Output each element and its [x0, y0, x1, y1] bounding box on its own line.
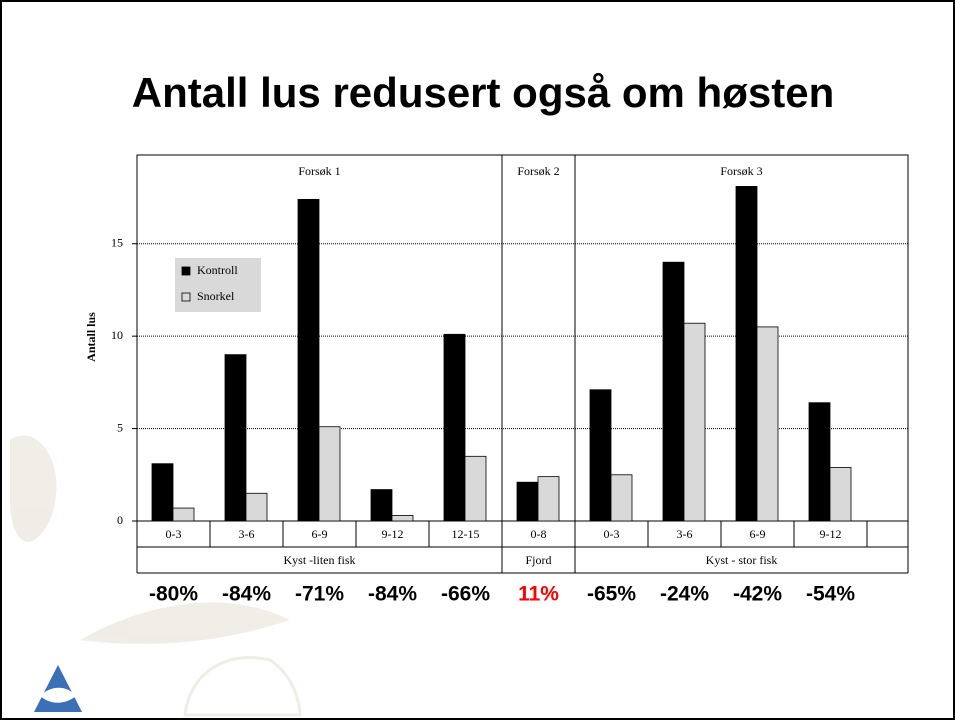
- reduction-label: -71%: [295, 583, 344, 606]
- bar: [662, 261, 685, 522]
- x-tick-label: 0-3: [166, 527, 182, 541]
- section-label: Forsøk 2: [517, 164, 559, 178]
- x-tick-label: 3-6: [677, 527, 693, 541]
- bar: [391, 515, 414, 522]
- x-tick-label: 3-6: [239, 527, 255, 541]
- logo: [34, 665, 82, 712]
- y-tick-label: 0: [117, 513, 123, 527]
- group-label: Kyst - stor fisk: [706, 553, 778, 567]
- bar: [516, 481, 539, 522]
- bar: [756, 326, 779, 522]
- bar: [464, 455, 487, 522]
- bar: [245, 492, 268, 522]
- y-tick-label: 5: [117, 420, 123, 434]
- bar: [829, 466, 852, 522]
- legend-swatch: [181, 266, 191, 276]
- x-tick-label: 9-12: [382, 527, 404, 541]
- bar: [224, 354, 247, 522]
- x-tick-label: 6-9: [750, 527, 766, 541]
- bar: [297, 198, 320, 522]
- bar: [370, 489, 393, 522]
- y-tick-label: 15: [111, 235, 123, 249]
- y-tick-label: 10: [111, 328, 123, 342]
- bar: [589, 389, 612, 522]
- x-tick-label: 0-8: [531, 527, 547, 541]
- bar: [610, 474, 633, 522]
- bar: [537, 476, 560, 522]
- section-label: Forsøk 1: [298, 164, 340, 178]
- reduction-label: -54%: [806, 583, 855, 606]
- reduction-label: -84%: [368, 583, 417, 606]
- legend-label: Kontroll: [197, 263, 238, 277]
- bar: [735, 186, 758, 522]
- legend-label: Snorkel: [197, 289, 235, 303]
- slide-title: Antall lus redusert også om høsten: [132, 69, 834, 116]
- group-label: Fjord: [525, 553, 551, 567]
- bar: [443, 333, 466, 522]
- bar: [318, 426, 341, 522]
- bar: [172, 507, 195, 522]
- plot-area: [136, 154, 909, 522]
- bar: [151, 463, 174, 522]
- background-decoration: [10, 435, 302, 717]
- reduction-label: -80%: [149, 583, 198, 606]
- reduction-label: -84%: [222, 583, 271, 606]
- reduction-label: -24%: [660, 583, 709, 606]
- group-label: Kyst -liten fisk: [284, 553, 356, 567]
- x-tick-label: 6-9: [312, 527, 328, 541]
- x-tick-label: 12-15: [452, 527, 480, 541]
- bar: [683, 322, 706, 522]
- reduction-label: 11%: [518, 583, 559, 606]
- legend-swatch: [181, 292, 191, 302]
- y-axis-label: Antall lus: [84, 312, 98, 362]
- reduction-label: -66%: [441, 583, 490, 606]
- x-tick-label: 0-3: [604, 527, 620, 541]
- section-label: Forsøk 3: [720, 164, 762, 178]
- reduction-label: -42%: [733, 583, 782, 606]
- bar: [808, 402, 831, 522]
- x-tick-label: 9-12: [820, 527, 842, 541]
- reduction-label: -65%: [587, 583, 636, 606]
